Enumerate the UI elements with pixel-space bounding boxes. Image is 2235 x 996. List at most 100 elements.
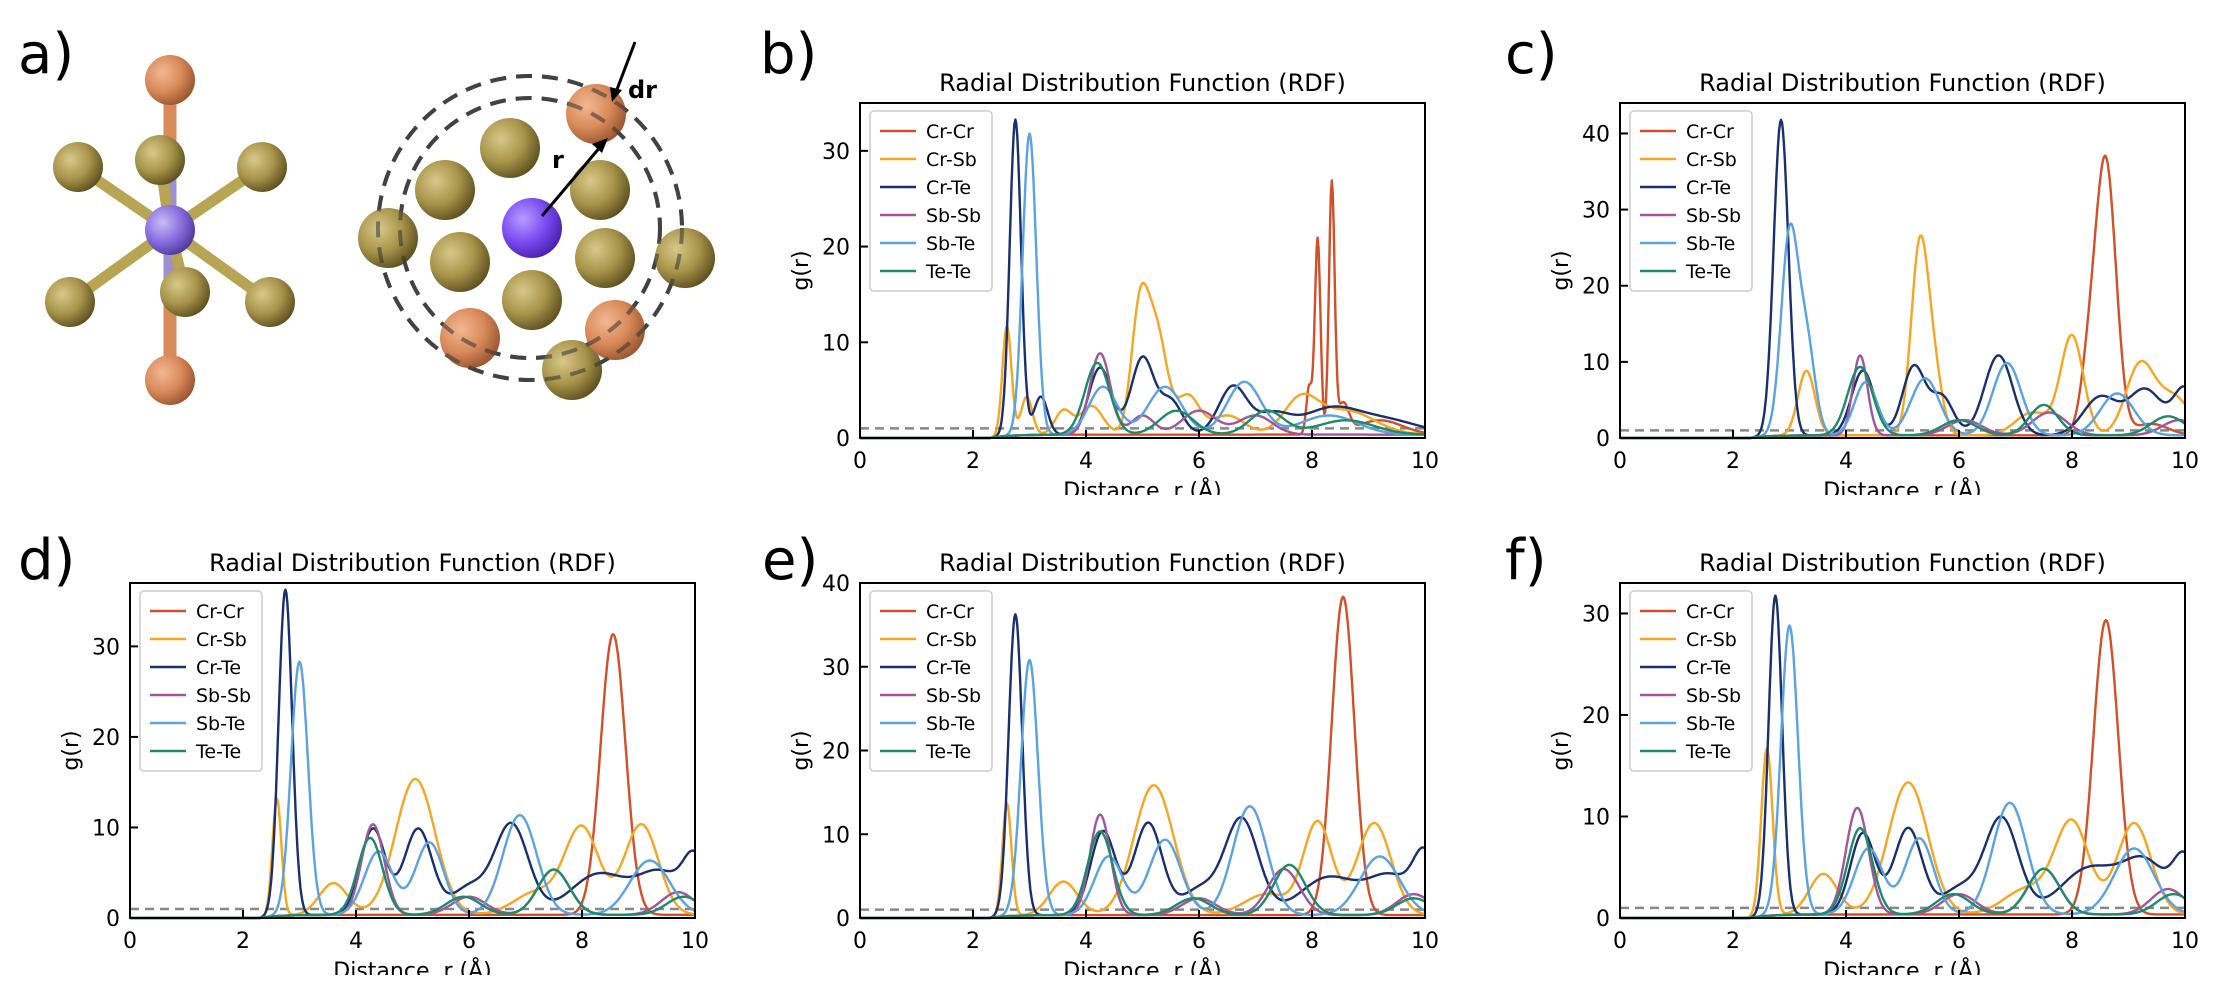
legend-label: Cr-Cr bbox=[926, 601, 974, 623]
gold-atom bbox=[542, 340, 602, 400]
x-tick-label: 4 bbox=[1079, 449, 1093, 474]
label-r: r bbox=[552, 146, 564, 174]
x-tick-label: 0 bbox=[853, 929, 867, 954]
copper-atom bbox=[440, 308, 500, 368]
shell-diagram: r dr bbox=[358, 41, 715, 400]
chart-title: Radial Distribution Function (RDF) bbox=[939, 549, 1346, 577]
x-axis-label: Distance, r (Å) bbox=[1823, 477, 1981, 495]
series-line-cr-sb bbox=[129, 777, 696, 920]
gold-atom bbox=[135, 135, 185, 185]
legend-label: Te-Te bbox=[195, 741, 241, 763]
x-tick-label: 10 bbox=[2171, 449, 2199, 474]
center-atom bbox=[145, 205, 195, 255]
x-tick-label: 6 bbox=[1952, 449, 1966, 474]
y-tick-label: 0 bbox=[1596, 907, 1610, 932]
y-tick-label: 20 bbox=[92, 726, 120, 751]
legend-label: Cr-Cr bbox=[926, 121, 974, 143]
x-tick-label: 0 bbox=[1613, 929, 1627, 954]
series-line-sb-sb bbox=[129, 823, 696, 920]
label-dr: dr bbox=[628, 76, 657, 104]
y-tick-label: 10 bbox=[1582, 805, 1610, 830]
x-axis-label: Distance, r (Å) bbox=[333, 957, 491, 975]
y-tick-label: 40 bbox=[822, 572, 850, 597]
legend-label: Sb-Sb bbox=[1686, 685, 1741, 707]
x-tick-label: 2 bbox=[1726, 929, 1740, 954]
x-tick-label: 10 bbox=[1411, 929, 1439, 954]
gold-atom bbox=[575, 228, 635, 288]
gold-atom bbox=[45, 277, 95, 327]
legend-label: Sb-Sb bbox=[926, 205, 981, 227]
legend-box bbox=[1629, 110, 1753, 292]
legend-label: Sb-Te bbox=[1686, 233, 1735, 255]
legend-label: Cr-Te bbox=[196, 657, 241, 679]
y-tick-label: 20 bbox=[1582, 275, 1610, 300]
plot-frame bbox=[859, 102, 1426, 439]
legend-label: Cr-Te bbox=[1686, 177, 1731, 199]
x-tick-label: 8 bbox=[1305, 929, 1319, 954]
center-atom bbox=[502, 198, 562, 258]
plot-frame bbox=[129, 582, 696, 919]
legend-label: Cr-Sb bbox=[196, 629, 247, 651]
y-tick-label: 20 bbox=[822, 740, 850, 765]
x-axis-label: Distance, r (Å) bbox=[1063, 957, 1221, 975]
y-tick-label: 30 bbox=[92, 635, 120, 660]
x-tick-label: 0 bbox=[1613, 449, 1627, 474]
legend-label: Cr-Sb bbox=[926, 629, 977, 651]
panel-letter-b: b) bbox=[760, 22, 818, 87]
x-tick-label: 10 bbox=[681, 929, 709, 954]
legend: Cr-Cr Cr-Sb Cr-Te Sb-Sb Sb-Te Te-Te bbox=[869, 590, 993, 772]
gold-atom bbox=[430, 232, 490, 292]
y-axis-label: g(r) bbox=[1549, 250, 1574, 290]
x-tick-label: 6 bbox=[1192, 929, 1206, 954]
gold-atom bbox=[655, 228, 715, 288]
x-tick-label: 10 bbox=[1411, 449, 1439, 474]
legend-label: Te-Te bbox=[1685, 261, 1731, 283]
legend-label: Sb-Sb bbox=[1686, 205, 1741, 227]
y-tick-label: 10 bbox=[1582, 351, 1610, 376]
series-line-sb-sb bbox=[859, 352, 1426, 440]
legend: Cr-Cr Cr-Sb Cr-Te Sb-Sb Sb-Te Te-Te bbox=[869, 110, 993, 292]
radius-arrow bbox=[540, 145, 603, 217]
x-tick-label: 2 bbox=[966, 929, 980, 954]
y-axis-label: g(r) bbox=[59, 730, 84, 770]
legend-label: Sb-Te bbox=[196, 713, 245, 735]
y-tick-label: 30 bbox=[822, 140, 850, 165]
gold-atom bbox=[237, 142, 287, 192]
legend-box bbox=[139, 590, 263, 772]
x-tick-label: 4 bbox=[1839, 449, 1853, 474]
plot-frame bbox=[1619, 582, 2186, 919]
gold-atom bbox=[160, 267, 210, 317]
rdf-chart-c: Radial Distribution Function (RDF) 0 2 4 6 8 1… bbox=[1549, 69, 2199, 495]
y-axis-label: g(r) bbox=[789, 250, 814, 290]
chart-title: Radial Distribution Function (RDF) bbox=[939, 69, 1346, 97]
y-tick-label: 10 bbox=[822, 331, 850, 356]
legend-box bbox=[869, 590, 993, 772]
panel-letter-e: e) bbox=[762, 528, 819, 593]
legend-label: Cr-Sb bbox=[1686, 629, 1737, 651]
plot-frame bbox=[1619, 102, 2186, 439]
gold-atom bbox=[570, 160, 630, 220]
x-tick-label: 0 bbox=[123, 929, 137, 954]
x-tick-label: 0 bbox=[853, 449, 867, 474]
legend-label: Cr-Cr bbox=[196, 601, 244, 623]
legend-label: Cr-Sb bbox=[1686, 149, 1737, 171]
legend-label: Cr-Te bbox=[1686, 657, 1731, 679]
legend-label: Cr-Te bbox=[926, 657, 971, 679]
panel-letter-a: a) bbox=[18, 22, 75, 87]
chart-title: Radial Distribution Function (RDF) bbox=[1699, 69, 2106, 97]
y-tick-label: 30 bbox=[1582, 199, 1610, 224]
legend-label: Cr-Cr bbox=[1686, 121, 1734, 143]
chart-title: Radial Distribution Function (RDF) bbox=[209, 549, 616, 577]
octahedron-molecule bbox=[45, 55, 295, 405]
legend-label: Te-Te bbox=[925, 261, 971, 283]
gold-atom bbox=[245, 277, 295, 327]
y-tick-label: 0 bbox=[1596, 427, 1610, 452]
series-line-sb-sb bbox=[1619, 806, 2186, 920]
copper-atom bbox=[145, 55, 195, 105]
x-tick-label: 4 bbox=[349, 929, 363, 954]
y-tick-label: 0 bbox=[106, 907, 120, 932]
series-line-cr-sb bbox=[859, 784, 1426, 920]
x-tick-label: 4 bbox=[1079, 929, 1093, 954]
legend-label: Sb-Te bbox=[926, 713, 975, 735]
legend-label: Cr-Cr bbox=[1686, 601, 1734, 623]
